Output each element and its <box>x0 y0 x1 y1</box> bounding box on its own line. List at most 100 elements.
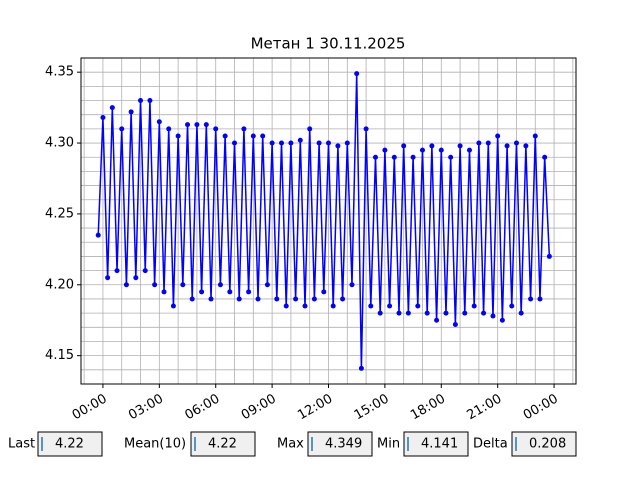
y-tick-label: 4.35 <box>45 65 74 80</box>
point <box>321 289 327 295</box>
point <box>448 154 454 160</box>
text-box-value: 4.22 <box>55 437 84 452</box>
point <box>232 140 238 146</box>
text-box[interactable] <box>403 431 469 457</box>
point <box>419 147 425 153</box>
point <box>152 282 158 288</box>
point <box>105 275 111 281</box>
point <box>434 317 440 323</box>
point <box>269 140 275 146</box>
point <box>274 296 280 302</box>
point <box>330 303 336 309</box>
point <box>509 303 515 309</box>
text-box[interactable] <box>190 431 256 457</box>
point <box>161 289 167 295</box>
point <box>297 137 303 143</box>
point <box>481 310 487 316</box>
point <box>528 296 534 302</box>
point <box>368 303 374 309</box>
point <box>476 140 482 146</box>
point <box>518 310 524 316</box>
point <box>495 133 501 139</box>
point <box>344 140 350 146</box>
point <box>316 140 322 146</box>
widget-label: Max <box>277 437 304 452</box>
point <box>199 289 205 295</box>
point <box>241 126 247 132</box>
point <box>452 321 458 327</box>
point <box>532 133 538 139</box>
point <box>513 140 519 146</box>
point <box>537 296 543 302</box>
text-box-value: 4.141 <box>421 437 458 452</box>
point <box>170 303 176 309</box>
point <box>123 282 129 288</box>
point <box>542 154 548 160</box>
point <box>462 310 468 316</box>
point <box>264 282 270 288</box>
y-tick-label: 4.15 <box>45 348 74 363</box>
point <box>485 140 491 146</box>
point <box>340 296 346 302</box>
point <box>499 317 505 323</box>
point <box>372 154 378 160</box>
point <box>185 122 191 128</box>
point <box>405 310 411 316</box>
point <box>119 126 125 132</box>
point <box>194 122 200 128</box>
point <box>166 126 172 132</box>
point <box>335 143 341 149</box>
widget-label: Delta <box>473 437 508 452</box>
point <box>236 296 242 302</box>
plot-frame <box>80 57 577 385</box>
point <box>307 126 313 132</box>
point <box>363 126 369 132</box>
point <box>222 133 228 139</box>
point <box>387 303 393 309</box>
chart-title: Метан 1 30.11.2025 <box>251 35 406 53</box>
widget-label: Min <box>377 437 400 452</box>
point <box>326 140 331 146</box>
text-box[interactable] <box>511 431 577 457</box>
point <box>504 143 510 149</box>
point <box>128 109 134 115</box>
point <box>293 296 299 302</box>
point <box>279 140 285 146</box>
point <box>288 140 294 146</box>
point <box>189 296 195 302</box>
point <box>302 303 308 309</box>
point <box>147 98 153 104</box>
point <box>358 365 364 371</box>
point <box>377 310 383 316</box>
text-box-value: 4.349 <box>325 437 362 452</box>
point <box>250 133 256 139</box>
point <box>156 119 162 125</box>
point <box>410 154 416 160</box>
point <box>133 275 139 281</box>
point <box>180 282 186 288</box>
point <box>490 313 496 319</box>
point <box>114 268 120 274</box>
point <box>175 133 181 139</box>
point <box>415 303 421 309</box>
point <box>260 133 266 139</box>
text-box-value: 0.208 <box>529 437 566 452</box>
y-tick-label: 4.25 <box>45 206 74 221</box>
y-tick-label: 4.30 <box>45 136 74 151</box>
point <box>429 143 435 149</box>
point <box>471 303 477 309</box>
text-box[interactable] <box>37 431 103 457</box>
point <box>208 296 214 302</box>
point <box>138 98 144 104</box>
point <box>546 253 552 259</box>
text-box[interactable] <box>307 431 373 457</box>
point <box>354 71 360 77</box>
point <box>311 296 317 302</box>
point <box>382 147 388 153</box>
point <box>100 115 106 121</box>
point <box>213 126 219 132</box>
point <box>246 289 252 295</box>
point <box>142 268 148 274</box>
point <box>391 154 397 160</box>
